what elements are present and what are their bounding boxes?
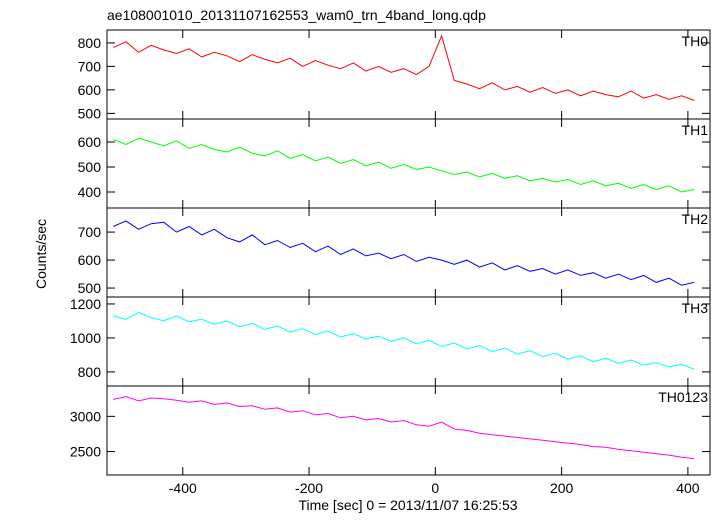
y-tick-label: 500	[78, 280, 102, 296]
x-tick-label: 400	[676, 480, 700, 496]
y-tick-label: 600	[78, 134, 102, 150]
y-tick-label: 700	[78, 58, 102, 74]
y-tick-label: 400	[78, 184, 102, 200]
light-curve	[113, 311, 695, 370]
y-tick-label: 1200	[70, 296, 101, 312]
light-curve	[113, 34, 695, 101]
panel-frame	[106, 29, 711, 120]
y-tick-label: 700	[78, 224, 102, 240]
panel-label: TH0123	[658, 389, 708, 405]
panel-label: TH2	[682, 211, 709, 227]
y-tick-label: 500	[78, 105, 102, 121]
y-tick-label: 2500	[70, 444, 101, 460]
y-tick-label: 600	[78, 82, 102, 98]
panel-frame	[106, 385, 711, 476]
light-curve	[113, 220, 695, 286]
panel-frame	[106, 296, 711, 387]
y-tick-label: 1000	[70, 330, 101, 346]
light-curve	[113, 396, 695, 460]
panel-label: TH1	[682, 122, 709, 138]
panel-frame	[106, 207, 711, 298]
panel-frame	[106, 118, 711, 209]
light-curve	[113, 137, 695, 193]
y-axis-label: Counts/sec	[33, 219, 49, 289]
x-axis-label: Time [sec] 0 = 2013/11/07 16:25:53	[298, 497, 517, 513]
y-tick-label: 800	[78, 364, 102, 380]
panel-label: TH3	[682, 300, 709, 316]
y-tick-label: 500	[78, 159, 102, 175]
x-tick-label: -200	[295, 480, 323, 496]
x-tick-label: 200	[550, 480, 574, 496]
y-tick-label: 3000	[70, 408, 101, 424]
x-tick-label: -400	[169, 480, 197, 496]
y-tick-label: 800	[78, 35, 102, 51]
chart-title: ae108001010_20131107162553_wam0_trn_4ban…	[107, 7, 486, 23]
x-tick-label: 0	[431, 480, 439, 496]
y-tick-label: 600	[78, 252, 102, 268]
panel-label: TH0	[682, 33, 709, 49]
